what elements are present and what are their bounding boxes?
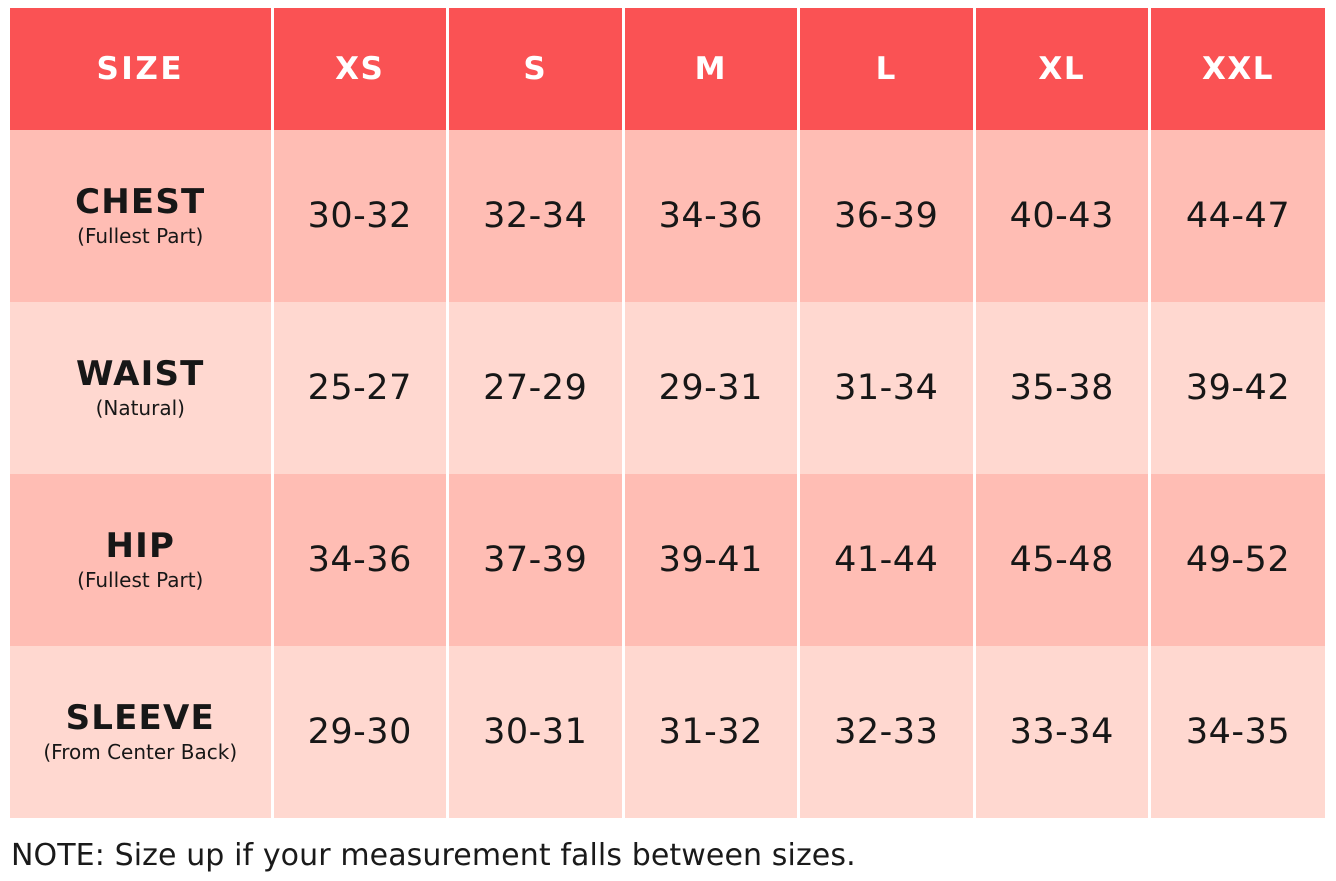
cell-waist-l: 31-34 <box>797 302 974 474</box>
cell-sleeve-xs: 29-30 <box>270 646 448 818</box>
column-header-m: M <box>621 8 799 130</box>
cell-waist-xs: 25-27 <box>270 302 448 474</box>
table-body: CHEST (Fullest Part) 30-32 32-34 34-36 3… <box>10 130 1325 818</box>
table-row-waist: WAIST (Natural) 25-27 27-29 29-31 31-34 … <box>10 302 1325 474</box>
cell-hip-xs: 34-36 <box>270 474 448 646</box>
cell-chest-s: 32-34 <box>446 130 623 302</box>
cell-sleeve-l: 32-33 <box>797 646 974 818</box>
cell-hip-s: 37-39 <box>446 474 623 646</box>
measurement-name: SLEEVE <box>65 697 215 738</box>
column-header-xxl: XXL <box>1148 8 1325 130</box>
measurement-label-sleeve: SLEEVE (From Center Back) <box>10 646 272 818</box>
cell-sleeve-xxl: 34-35 <box>1148 646 1325 818</box>
measurement-label-chest: CHEST (Fullest Part) <box>10 130 272 302</box>
cell-hip-xl: 45-48 <box>972 474 1150 646</box>
column-header-xs: XS <box>270 8 448 130</box>
cell-chest-l: 36-39 <box>797 130 974 302</box>
measurement-subtitle: (Natural) <box>95 396 185 421</box>
cell-hip-l: 41-44 <box>797 474 974 646</box>
cell-sleeve-s: 30-31 <box>446 646 623 818</box>
cell-chest-xs: 30-32 <box>270 130 448 302</box>
column-header-size: SIZE <box>10 8 272 130</box>
measurement-subtitle: (From Center Back) <box>43 740 238 765</box>
cell-waist-s: 27-29 <box>446 302 623 474</box>
cell-hip-xxl: 49-52 <box>1148 474 1325 646</box>
measurement-label-waist: WAIST (Natural) <box>10 302 272 474</box>
measurement-label-hip: HIP (Fullest Part) <box>10 474 272 646</box>
measurement-subtitle: (Fullest Part) <box>77 224 204 249</box>
cell-chest-m: 34-36 <box>621 130 799 302</box>
cell-chest-xl: 40-43 <box>972 130 1150 302</box>
cell-waist-xxl: 39-42 <box>1148 302 1325 474</box>
column-header-xl: XL <box>972 8 1150 130</box>
header-row: SIZE XS S M L XL XXL <box>10 8 1325 130</box>
column-header-l: L <box>797 8 974 130</box>
table-row-chest: CHEST (Fullest Part) 30-32 32-34 34-36 3… <box>10 130 1325 302</box>
size-chart-note: NOTE: Size up if your measurement falls … <box>11 838 856 873</box>
cell-hip-m: 39-41 <box>621 474 799 646</box>
table-header: SIZE XS S M L XL XXL <box>10 8 1325 130</box>
cell-waist-xl: 35-38 <box>972 302 1150 474</box>
table-row-sleeve: SLEEVE (From Center Back) 29-30 30-31 31… <box>10 646 1325 818</box>
cell-waist-m: 29-31 <box>621 302 799 474</box>
cell-chest-xxl: 44-47 <box>1148 130 1325 302</box>
measurement-name: WAIST <box>75 353 205 394</box>
size-chart-table: SIZE XS S M L XL XXL CHEST (Fullest Part… <box>10 8 1325 818</box>
measurement-name: CHEST <box>75 181 206 222</box>
table-row-hip: HIP (Fullest Part) 34-36 37-39 39-41 41-… <box>10 474 1325 646</box>
measurement-subtitle: (Fullest Part) <box>77 568 204 593</box>
cell-sleeve-xl: 33-34 <box>972 646 1150 818</box>
measurement-name: HIP <box>105 525 176 566</box>
cell-sleeve-m: 31-32 <box>621 646 799 818</box>
column-header-s: S <box>446 8 623 130</box>
